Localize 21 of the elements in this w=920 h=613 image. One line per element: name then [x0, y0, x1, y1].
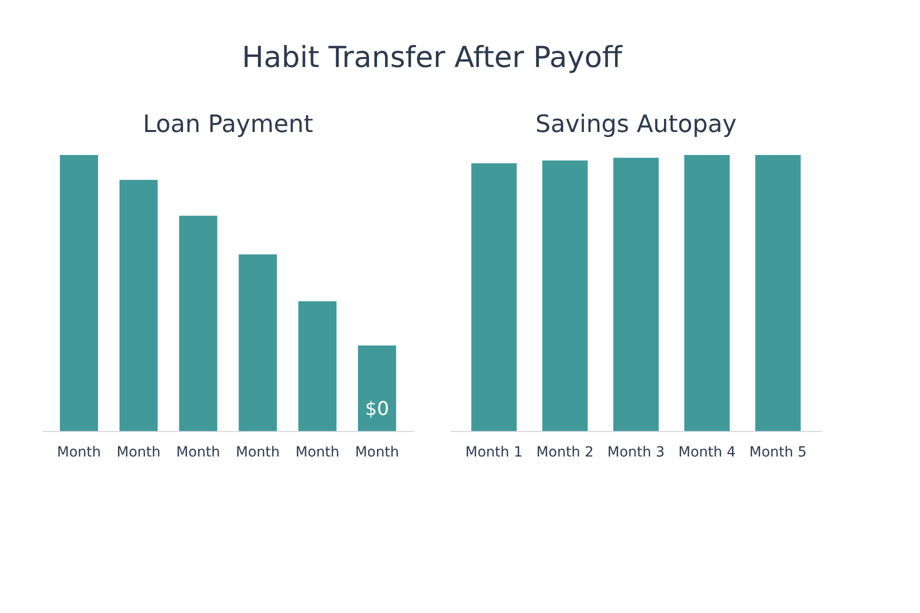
chart-title: Savings Autopay: [535, 110, 737, 138]
x-tick-label: Month 3: [607, 444, 665, 460]
x-tick-label: Month: [116, 444, 161, 460]
bar: [120, 180, 158, 431]
x-tick-label: Month: [176, 444, 220, 460]
bar: [238, 254, 277, 431]
bar: [358, 345, 396, 431]
x-tick-label: Month: [355, 444, 399, 460]
bar: [179, 216, 218, 431]
x-tick-label: Month 2: [536, 444, 594, 460]
x-tick-label: Month 4: [678, 444, 736, 460]
chart-title: Loan Payment: [142, 110, 314, 138]
x-tick-label: Month 1: [465, 444, 523, 460]
bar: [60, 155, 98, 431]
x-tick-label: Month: [236, 444, 280, 460]
x-tick-label: Month: [295, 444, 340, 460]
bar: [298, 301, 336, 431]
x-tick-label: Month: [57, 444, 101, 460]
text: Habit Transfer After Payoff: [242, 40, 624, 74]
x-tick-label: Month 5: [749, 444, 807, 460]
annotation: $0: [364, 398, 390, 420]
